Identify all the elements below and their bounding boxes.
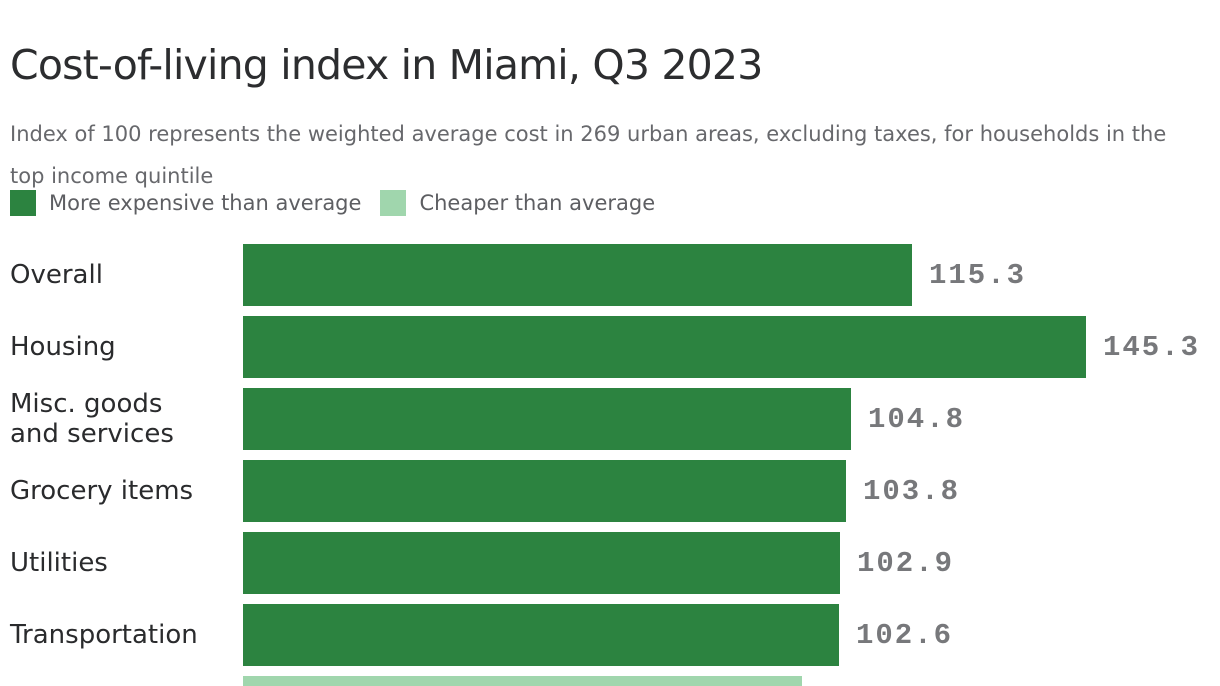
value-label: 115.3	[929, 258, 1027, 292]
value-label: 102.6	[856, 618, 954, 652]
value-label: 103.8	[863, 474, 961, 508]
category-label	[10, 676, 238, 686]
bar-row: Housing 145.3	[0, 316, 1220, 378]
category-label: Transportation	[10, 620, 198, 650]
legend-label: More expensive than average	[49, 191, 362, 215]
bar-row: Transportation 102.6	[0, 604, 1220, 666]
bar-row: Overall 115.3	[0, 244, 1220, 306]
legend-item-more-expensive: More expensive than average	[10, 190, 361, 216]
value-label: 145.3	[1103, 330, 1201, 364]
bar	[243, 460, 846, 522]
category-label: Utilities	[10, 548, 108, 578]
legend-swatch-light-green	[380, 190, 407, 216]
legend: More expensive than average Cheaper than…	[10, 190, 655, 216]
bar	[243, 316, 1086, 378]
category-label: Grocery items	[10, 476, 194, 506]
bar	[243, 532, 840, 594]
category-label: Housing	[10, 332, 116, 362]
bar	[243, 244, 912, 306]
bar	[243, 388, 851, 450]
bar-row: Misc. goods and services 104.8	[0, 388, 1220, 450]
chart-area: Overall 115.3 Housing 145.3 Misc. goods …	[0, 244, 1220, 686]
chart-title: Cost-of-living index in Miami, Q3 2023	[10, 41, 763, 90]
bar-row: Utilities 102.9	[0, 532, 1220, 594]
legend-item-cheaper: Cheaper than average	[380, 190, 655, 216]
bar	[243, 604, 839, 666]
legend-label: Cheaper than average	[419, 191, 656, 215]
bar-row: Grocery items 103.8	[0, 460, 1220, 522]
category-label: Overall	[10, 260, 103, 290]
category-label: Misc. goods and services	[10, 389, 174, 449]
chart-subtitle: Index of 100 represents the weighted ave…	[10, 122, 1167, 188]
legend-swatch-dark-green	[10, 190, 36, 216]
bar	[243, 676, 802, 686]
value-label: 104.8	[868, 402, 966, 436]
bar-row	[0, 676, 1220, 686]
value-label: 102.9	[857, 546, 955, 580]
